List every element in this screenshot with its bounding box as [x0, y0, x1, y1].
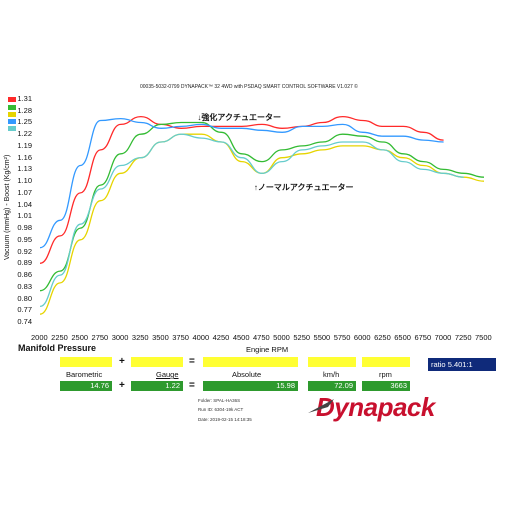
series-line-3 [39, 117, 444, 249]
x-tick-label: 6500 [394, 333, 411, 342]
equals-operator: = [189, 356, 195, 367]
series-line-4 [39, 133, 464, 308]
x-tick-label: 5500 [313, 333, 331, 342]
kmh-value: 72.09 [308, 381, 356, 391]
x-tick-label: 2500 [71, 333, 89, 342]
manifold-pressure-title: Manifold Pressure [18, 343, 97, 353]
y-tick-label: 1.16 [17, 152, 32, 162]
barometric-header-box [60, 357, 112, 367]
x-tick-label: 7500 [475, 333, 492, 342]
ratio-box: ratio 5.401:1 [428, 358, 496, 371]
y-tick-label: 1.13 [17, 164, 32, 174]
plus-operator: + [119, 356, 125, 367]
x-tick-label: 7250 [454, 333, 472, 342]
x-tick-label: 3250 [131, 333, 149, 342]
dynapack-logo: Dynapack [316, 392, 435, 422]
x-tick-label: 2000 [31, 333, 48, 342]
y-tick-label: 1.25 [17, 117, 32, 127]
x-tick-label: 7000 [434, 333, 452, 342]
barometric-label: Barometric [66, 370, 103, 379]
x-tick-label: 5000 [273, 333, 290, 342]
annotation-normal-actuator: ↑ノーマルアクチュエーター [253, 183, 354, 193]
y-tick-label: 1.01 [17, 211, 32, 221]
y-tick-label: 1.07 [17, 187, 32, 197]
legend-swatch-blue [8, 119, 16, 124]
equals-operator-2: = [189, 380, 195, 391]
legend-swatch-teal [8, 126, 16, 131]
x-tick-label: 4250 [212, 333, 230, 342]
y-tick-label: 1.19 [17, 140, 32, 150]
gauge-header-box [131, 357, 183, 367]
x-tick-label: 3000 [111, 333, 129, 342]
header-text: 00035-5032-0799 DYNAPACK™ 32 4WD with PS… [140, 84, 358, 90]
rpm-label: rpm [379, 370, 392, 379]
rpm-header-box [362, 357, 410, 367]
x-tick-label: 6250 [374, 333, 391, 342]
legend-swatch-yellow [8, 112, 16, 117]
y-tick-label: 1.22 [17, 129, 32, 139]
series-line-1 [39, 121, 485, 292]
x-tick-label: 6000 [353, 333, 371, 342]
kmh-label: km/h [323, 370, 340, 379]
absolute-value: 15.98 [203, 381, 298, 391]
x-tick-label: 3750 [172, 333, 189, 342]
x-tick-label: 5750 [333, 333, 351, 342]
kmh-header-box [308, 357, 356, 367]
ratio-label: ratio [431, 360, 446, 369]
ratio-value: 5.401:1 [447, 360, 473, 369]
x-tick-label: 2250 [51, 333, 68, 342]
x-tick-label: 3500 [152, 333, 169, 342]
gauge-value: 1.22 [131, 381, 183, 391]
y-tick-label: 1.28 [17, 105, 32, 115]
meta-run-id: Run ID: 6304-19k ACT [198, 407, 244, 412]
x-tick-label: 6750 [414, 333, 432, 342]
rpm-value: 3663 [362, 381, 410, 391]
y-tick-label: 0.98 [17, 223, 32, 233]
y-tick-label: 0.89 [17, 258, 32, 268]
x-tick-label: 2750 [91, 333, 109, 342]
x-axis-label: Engine RPM [246, 345, 289, 354]
meta-date: Date: 2019-02-15 14:18:35 [198, 417, 252, 422]
y-tick-label: 1.10 [17, 176, 32, 186]
y-tick-label: 0.95 [17, 234, 32, 244]
x-tick-label: 4500 [232, 333, 250, 342]
y-tick-label: 0.86 [17, 270, 32, 280]
logo-swoosh-icon [308, 399, 334, 413]
y-tick-label: 0.80 [17, 293, 32, 303]
y-tick-label: 0.74 [17, 317, 32, 326]
gauge-label: Gauge [156, 370, 179, 379]
series-line-0 [39, 115, 444, 264]
y-tick-label: 0.92 [17, 246, 32, 256]
y-tick-label: 0.83 [17, 281, 32, 291]
barometric-value: 14.76 [60, 381, 112, 391]
x-tick-label: 4750 [253, 333, 270, 342]
y-tick-label: 0.77 [17, 305, 32, 315]
legend-swatch-green [8, 105, 16, 110]
meta-folder: Folder: SPAL-HA36S [198, 398, 241, 403]
plus-operator-2: + [119, 380, 125, 391]
absolute-label: Absolute [232, 370, 262, 379]
absolute-header-box [203, 357, 298, 367]
y-tick-label: 1.04 [17, 199, 32, 209]
annotation-reinforced-actuator: ↓強化アクチュエーター [197, 112, 282, 122]
x-tick-label: 4000 [192, 333, 210, 342]
x-tick-label: 5250 [293, 333, 311, 342]
y-tick-label: 1.31 [17, 94, 32, 103]
legend-swatch-red [8, 97, 16, 102]
